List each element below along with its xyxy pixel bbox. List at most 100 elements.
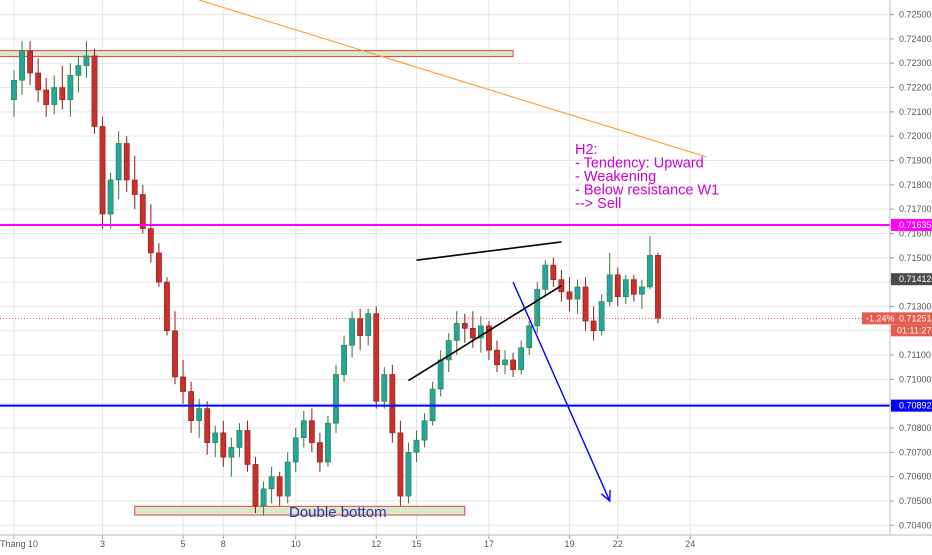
candle-down	[180, 359, 186, 404]
candle-up	[502, 350, 508, 375]
candle-body	[622, 279, 629, 297]
candle-body	[574, 286, 581, 300]
candle-down	[308, 408, 315, 453]
price-tick-label: 0.71600	[899, 228, 932, 238]
candle-down	[566, 277, 573, 312]
candle-body	[156, 252, 162, 283]
price-tick-label: 0.72200	[899, 83, 932, 93]
candle-down	[139, 184, 146, 234]
annotation-line: --> Sell	[575, 196, 621, 212]
candle-up	[349, 311, 355, 358]
candle-body	[292, 437, 299, 463]
candle-body	[83, 55, 90, 66]
candle-body	[99, 126, 106, 215]
support-price-label: 0.70892	[899, 401, 932, 411]
candle-up	[284, 452, 291, 504]
candle-body	[19, 50, 25, 81]
candle-up	[381, 367, 388, 409]
candle-down	[99, 116, 106, 229]
candle-body	[244, 430, 251, 465]
candle-up	[606, 252, 613, 307]
candle-up	[574, 279, 581, 314]
candle-down	[582, 277, 589, 331]
annotation-line: - Tendency: Upward	[575, 156, 704, 172]
candle-body	[107, 179, 114, 215]
candle-body	[300, 420, 307, 439]
candle-body	[413, 439, 420, 453]
candle-body	[284, 461, 291, 497]
candle-body	[139, 194, 146, 229]
price-tick-label: 0.72300	[899, 58, 932, 68]
candle-body	[373, 313, 380, 402]
candle-down	[220, 420, 227, 467]
current-price-tag	[862, 312, 932, 325]
time-tick-label: 5	[181, 539, 186, 549]
candle-body	[341, 345, 347, 375]
candle-up	[647, 235, 653, 290]
candle-down	[131, 155, 138, 210]
candle-up	[212, 425, 219, 458]
candle-down	[510, 352, 516, 377]
candle-up	[437, 350, 444, 397]
candle-down	[550, 257, 557, 287]
candle-body	[11, 79, 17, 101]
candle-down	[91, 48, 98, 134]
annotation-line: - Weakening	[575, 169, 656, 185]
resistance-price-label: 0.71635	[899, 220, 932, 230]
candle-body	[204, 408, 211, 443]
candle-up	[300, 410, 307, 448]
candle-body	[494, 349, 500, 366]
candle-body	[566, 291, 573, 300]
candle-up	[526, 321, 533, 356]
price-tick-label: 0.71900	[899, 156, 932, 166]
candle-up	[325, 415, 331, 467]
candle-down	[316, 432, 323, 472]
candle-body	[590, 320, 597, 332]
candle-body	[357, 318, 364, 336]
candle-body	[518, 347, 525, 370]
candle-body	[405, 452, 412, 497]
price-tick-label: 0.70700	[899, 447, 932, 457]
candle-up	[228, 437, 235, 477]
candle-up	[75, 55, 82, 93]
candle-body	[614, 274, 621, 297]
price-tick-label: 0.71800	[899, 180, 932, 190]
time-tick-label: Tháng 10	[0, 539, 38, 549]
candle-body	[381, 374, 388, 402]
candle-down	[27, 41, 33, 86]
time-tick-label: 15	[411, 539, 421, 549]
time-tick-label: 19	[564, 539, 574, 549]
candle-body	[228, 447, 235, 458]
price-change-label: -1.24%	[866, 313, 895, 323]
candle-down	[590, 306, 597, 341]
candle-body	[534, 289, 541, 327]
candle-body	[147, 228, 154, 254]
wedge-upper-line	[416, 241, 562, 261]
candle-body	[196, 408, 203, 422]
support-zone	[134, 505, 466, 516]
candle-down	[123, 136, 130, 193]
time-tick-label: 22	[613, 539, 623, 549]
candle-down	[655, 252, 661, 324]
candle-down	[172, 311, 178, 385]
candle-up	[268, 466, 275, 504]
candle-body	[276, 476, 283, 497]
time-tick-label: 3	[100, 539, 105, 549]
candle-body	[316, 442, 323, 463]
price-tick-label: 0.71500	[899, 253, 932, 263]
candle-up	[51, 75, 58, 115]
drawings	[0, 0, 890, 503]
candle-body	[180, 376, 186, 392]
candle-body	[365, 313, 372, 336]
candle-up	[365, 308, 372, 346]
candle-up	[405, 442, 412, 504]
candle-up	[413, 430, 420, 463]
last-high-label: 0.71412	[899, 274, 932, 284]
candle-body	[502, 359, 508, 366]
candle-down	[156, 243, 162, 287]
candle-body	[606, 274, 613, 302]
current-price-label: 0.71251	[899, 313, 932, 323]
candle-body	[486, 325, 492, 351]
candle-body	[655, 255, 661, 319]
